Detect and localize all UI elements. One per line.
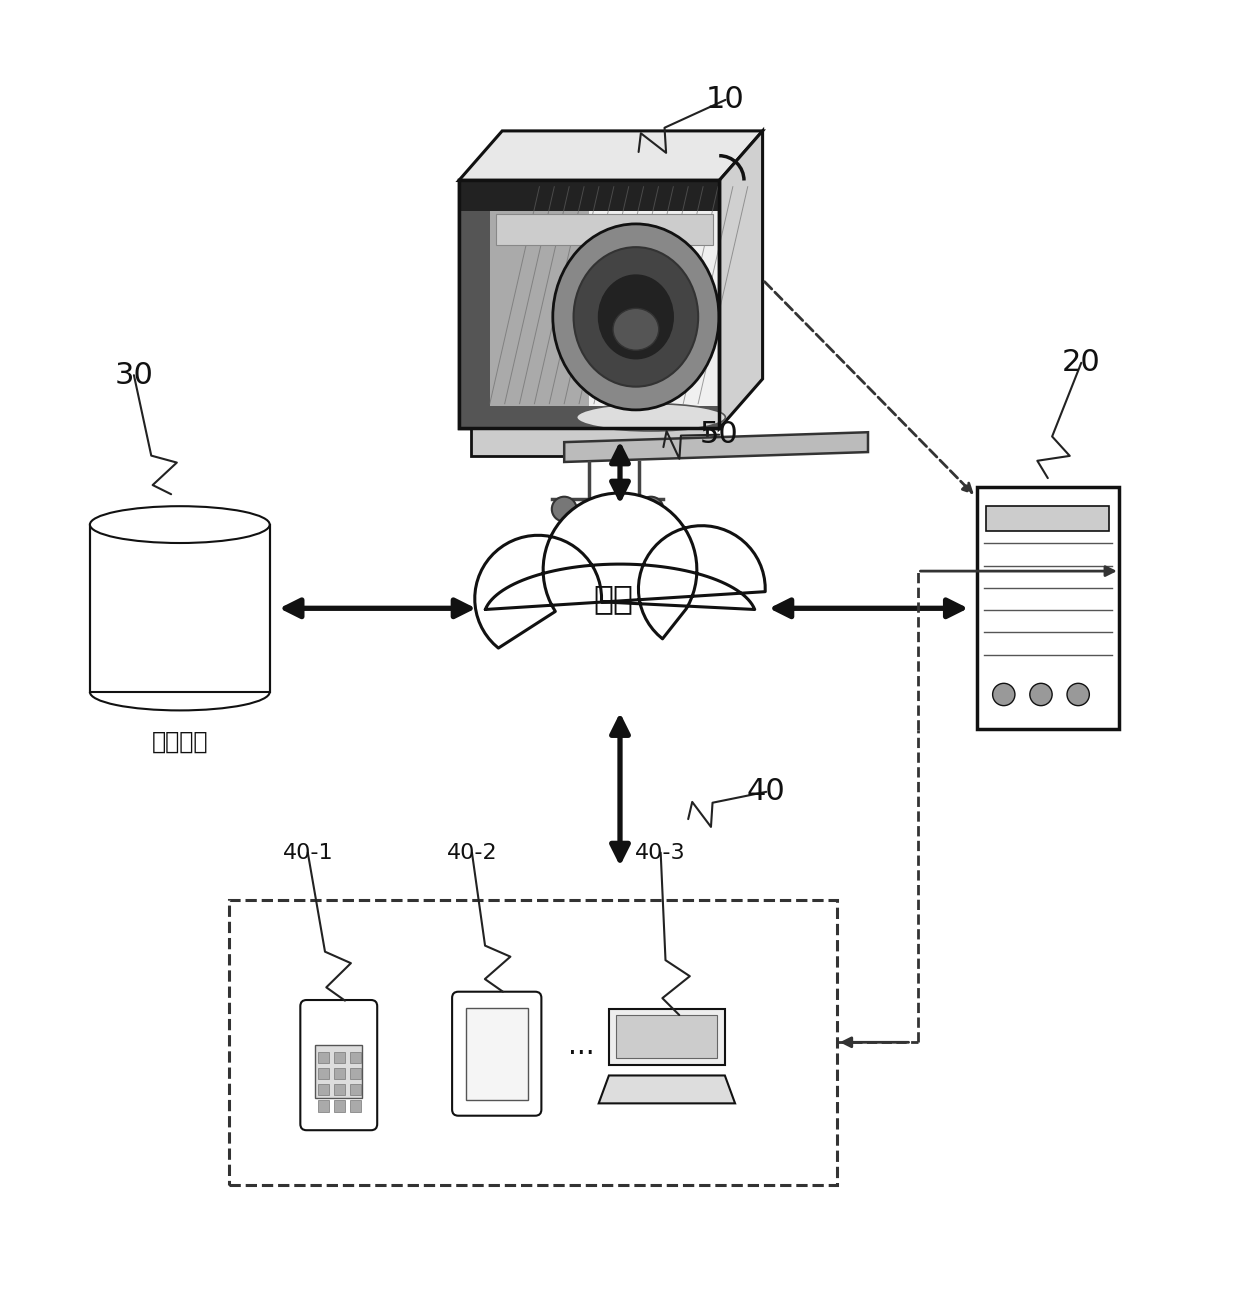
- FancyBboxPatch shape: [977, 488, 1118, 729]
- FancyBboxPatch shape: [496, 214, 713, 245]
- Polygon shape: [719, 130, 763, 429]
- FancyBboxPatch shape: [616, 1015, 718, 1059]
- Circle shape: [552, 497, 577, 522]
- FancyBboxPatch shape: [350, 1084, 361, 1096]
- FancyBboxPatch shape: [459, 181, 719, 212]
- Text: 50: 50: [699, 420, 739, 449]
- Ellipse shape: [577, 404, 725, 431]
- Polygon shape: [471, 429, 707, 456]
- Polygon shape: [459, 130, 763, 181]
- Text: 20: 20: [1061, 349, 1101, 377]
- Text: 40: 40: [746, 777, 786, 807]
- Ellipse shape: [89, 506, 270, 544]
- Polygon shape: [564, 432, 868, 462]
- FancyBboxPatch shape: [350, 1068, 361, 1079]
- Text: 网络: 网络: [594, 582, 634, 615]
- Ellipse shape: [553, 223, 719, 411]
- FancyBboxPatch shape: [300, 1001, 377, 1130]
- FancyBboxPatch shape: [350, 1052, 361, 1064]
- FancyBboxPatch shape: [315, 1046, 362, 1099]
- Circle shape: [639, 497, 663, 522]
- Circle shape: [992, 683, 1014, 706]
- FancyBboxPatch shape: [89, 524, 270, 692]
- Ellipse shape: [491, 565, 749, 671]
- Circle shape: [543, 493, 697, 647]
- Circle shape: [1029, 683, 1052, 706]
- FancyBboxPatch shape: [334, 1052, 345, 1064]
- Circle shape: [1066, 683, 1089, 706]
- FancyBboxPatch shape: [490, 181, 589, 407]
- Ellipse shape: [599, 275, 673, 359]
- Polygon shape: [599, 1075, 735, 1104]
- FancyBboxPatch shape: [466, 1008, 528, 1100]
- Text: 10: 10: [706, 85, 745, 115]
- FancyBboxPatch shape: [609, 1008, 725, 1065]
- FancyBboxPatch shape: [350, 1100, 361, 1112]
- Polygon shape: [475, 493, 765, 648]
- FancyBboxPatch shape: [334, 1100, 345, 1112]
- FancyBboxPatch shape: [317, 1100, 329, 1112]
- FancyBboxPatch shape: [459, 181, 490, 429]
- FancyBboxPatch shape: [317, 1068, 329, 1079]
- Circle shape: [475, 536, 601, 662]
- FancyBboxPatch shape: [334, 1068, 345, 1079]
- Text: 40-3: 40-3: [635, 843, 686, 862]
- Text: 存储设备: 存储设备: [151, 731, 208, 754]
- Ellipse shape: [613, 309, 658, 350]
- FancyBboxPatch shape: [459, 181, 719, 429]
- Text: ···: ···: [568, 1039, 595, 1068]
- FancyBboxPatch shape: [987, 506, 1110, 531]
- FancyBboxPatch shape: [453, 991, 542, 1115]
- FancyBboxPatch shape: [317, 1052, 329, 1064]
- FancyBboxPatch shape: [334, 1084, 345, 1096]
- Text: 40-1: 40-1: [283, 843, 334, 862]
- Text: 40-2: 40-2: [446, 843, 497, 862]
- Circle shape: [639, 525, 765, 652]
- Text: 30: 30: [114, 360, 154, 390]
- FancyBboxPatch shape: [317, 1084, 329, 1096]
- Ellipse shape: [574, 247, 698, 386]
- FancyBboxPatch shape: [459, 407, 719, 429]
